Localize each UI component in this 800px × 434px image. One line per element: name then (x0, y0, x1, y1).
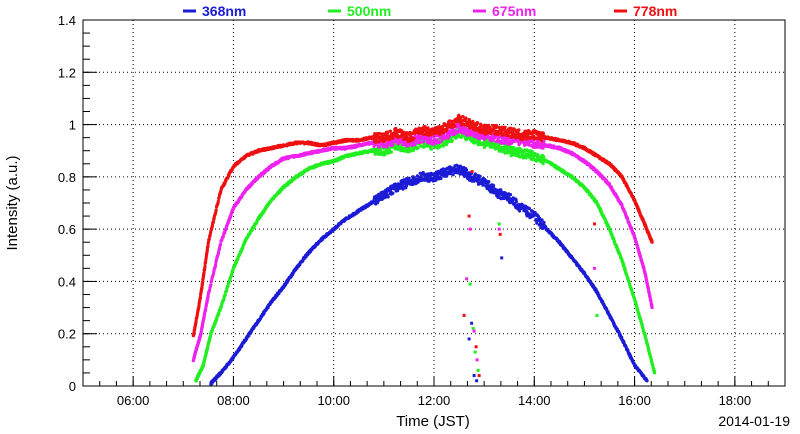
data-point (465, 168, 469, 172)
data-point (385, 145, 389, 149)
data-point (391, 191, 395, 195)
data-point (527, 206, 531, 211)
data-point (377, 145, 381, 149)
data-point (389, 150, 393, 154)
data-point (206, 344, 210, 348)
data-point (208, 334, 213, 338)
series-368nm (209, 163, 649, 386)
data-point (541, 162, 545, 166)
data-point (540, 218, 544, 222)
data-point (217, 312, 221, 316)
data-point (203, 357, 207, 361)
data-point (221, 234, 225, 238)
data-point (401, 187, 405, 191)
data-point (416, 146, 420, 150)
data-point (216, 199, 220, 203)
data-point (413, 143, 417, 147)
data-point (385, 190, 389, 194)
data-layer (191, 113, 657, 386)
data-point (207, 237, 211, 241)
data-point (386, 195, 390, 199)
data-point (405, 184, 409, 188)
data-point (198, 296, 203, 300)
data-point (645, 379, 649, 383)
data-point (451, 173, 455, 177)
data-point (439, 176, 443, 181)
data-point (440, 138, 444, 142)
data-point (514, 200, 519, 204)
data-point (391, 143, 395, 147)
data-point (450, 139, 454, 143)
series-675nm (191, 122, 654, 363)
data-point (542, 155, 546, 159)
data-point (477, 177, 481, 181)
data-point (508, 193, 513, 197)
data-point (504, 192, 508, 196)
data-point (214, 208, 218, 212)
data-point (418, 140, 423, 144)
data-point (223, 293, 227, 297)
data-point (620, 335, 624, 339)
data-point (478, 174, 482, 178)
data-point (445, 174, 449, 178)
data-point (518, 209, 522, 213)
data-point (487, 180, 491, 184)
data-point (653, 371, 657, 375)
data-point (429, 147, 434, 151)
data-point (438, 144, 442, 149)
data-point (422, 145, 426, 149)
data-point (650, 305, 654, 310)
data-point (226, 284, 230, 288)
data-point (481, 183, 485, 187)
data-point (647, 291, 651, 295)
data-point (491, 183, 496, 188)
grid-layer (83, 20, 785, 386)
data-point (209, 283, 213, 287)
data-point (535, 221, 539, 225)
data-point (407, 176, 411, 180)
data-point (211, 220, 215, 224)
data-point (473, 172, 477, 176)
data-point (542, 220, 546, 225)
data-point (219, 242, 223, 246)
